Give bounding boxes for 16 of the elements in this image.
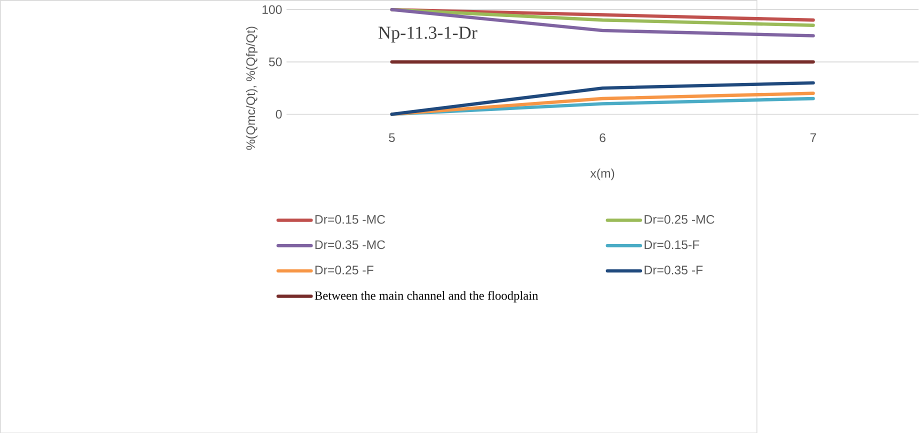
legend-label: Dr=0.35 -F xyxy=(644,265,703,274)
legend-label: Dr=0.15 -MC xyxy=(315,214,386,224)
legend-label: Dr=0.35 -MC xyxy=(315,240,386,249)
legend-label: Between the main channel and the floodplain xyxy=(314,290,538,302)
text: Np-11.3-1-Dr xyxy=(378,26,478,42)
x-tick-label: 5 xyxy=(388,133,395,142)
x-tick-label: 7 xyxy=(810,133,816,142)
legend-label: Dr=0.25 -MC xyxy=(644,214,714,224)
y-tick-label: 50 xyxy=(269,57,282,66)
x-axis-title: x(m) xyxy=(590,168,614,180)
y-tick-label: 0 xyxy=(276,110,282,118)
y-axis-title: %(Qmc/Qt), %(Qfp/Qt) xyxy=(246,26,258,150)
legend-label: Dr=0.15-F xyxy=(644,240,700,249)
y-tick-label: 100 xyxy=(262,5,282,14)
legend-label: Dr=0.25 -F xyxy=(315,265,374,274)
x-tick-label: 6 xyxy=(600,133,606,142)
